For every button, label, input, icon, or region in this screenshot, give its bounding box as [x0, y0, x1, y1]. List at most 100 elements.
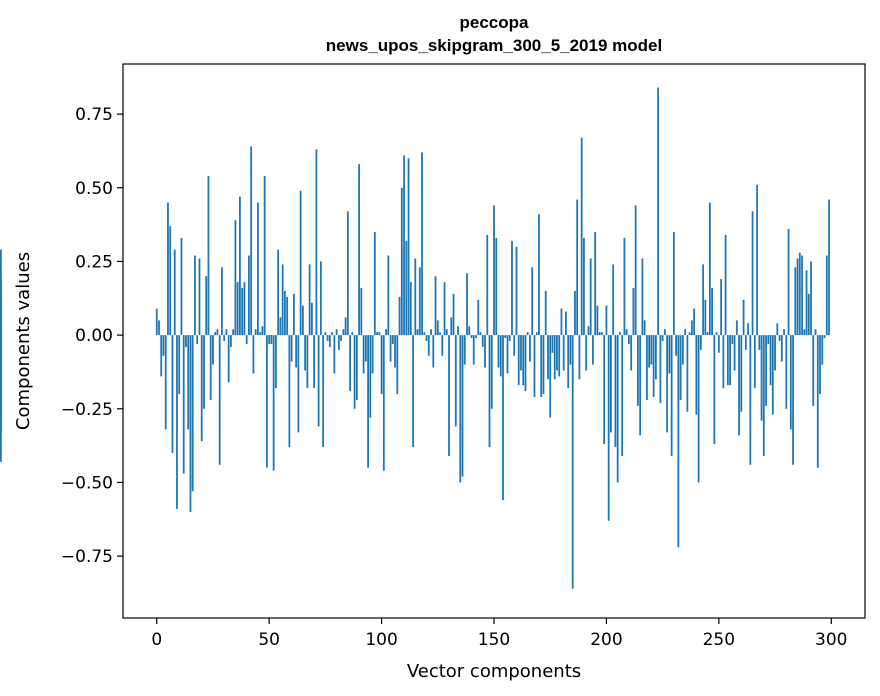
- bar-179: [558, 335, 561, 377]
- bar-287: [801, 255, 803, 336]
- bar-269: [760, 335, 763, 421]
- bar-33: [230, 335, 232, 347]
- bar-221: [652, 335, 655, 397]
- bars-group: [0, 87, 830, 589]
- bar-15: [189, 335, 192, 512]
- bar-68: [308, 264, 311, 336]
- bar-299: [828, 199, 830, 336]
- bar-136: [461, 335, 464, 477]
- bar-168: [533, 335, 536, 397]
- bar-163: [522, 335, 525, 386]
- bar-52: [272, 335, 275, 471]
- bar-187: [576, 199, 579, 336]
- bar-229: [670, 335, 673, 456]
- bar-222: [654, 335, 657, 380]
- bar-46: [259, 332, 262, 336]
- bar-91: [360, 287, 363, 336]
- bar-21: [203, 335, 205, 409]
- bar-202: [610, 335, 612, 433]
- bar-112: [407, 158, 410, 336]
- bar-206: [619, 332, 621, 336]
- y-axis: −0.75 −0.50 −0.25 0.00 0.25 0.50 0.75: [61, 105, 123, 567]
- bar-153: [499, 335, 502, 377]
- bar-172: [542, 335, 545, 395]
- y-tick-label: 0.50: [75, 179, 113, 199]
- bar-45: [257, 202, 259, 336]
- bar-60: [290, 335, 293, 362]
- bar-170: [538, 214, 540, 336]
- bar-138: [466, 273, 468, 336]
- bar-268: [758, 335, 761, 350]
- bar-298: [825, 255, 828, 336]
- bar-247: [711, 287, 713, 336]
- bar-142: [475, 335, 477, 339]
- bar-4: [164, 335, 167, 430]
- bar-141: [472, 335, 475, 365]
- x-tick-label: 0: [151, 630, 162, 650]
- chart-subtitle: news_upos_skipgram_300_5_2019 model: [326, 36, 662, 55]
- bar-74: [322, 335, 325, 448]
- bar-210: [628, 335, 630, 344]
- bar-47: [261, 326, 264, 336]
- bar-16: [191, 335, 194, 492]
- bar-271: [765, 335, 767, 406]
- bar-281: [787, 229, 790, 336]
- bar-296: [821, 335, 824, 365]
- bar-193: [589, 258, 592, 336]
- bar-216: [641, 258, 644, 336]
- bar-undefined: [0, 317, 2, 336]
- bar-134: [457, 326, 459, 336]
- bar-18: [196, 335, 199, 344]
- bar-undefined: [0, 249, 2, 336]
- bar-81: [337, 335, 340, 350]
- bar-161: [517, 335, 520, 386]
- bar-76: [326, 335, 329, 341]
- bar-118: [421, 152, 423, 336]
- bar-255: [729, 335, 731, 386]
- bar-263: [747, 323, 749, 336]
- chart-title: peccopa: [460, 13, 530, 32]
- bar-85: [346, 211, 349, 336]
- bar-103: [387, 255, 390, 336]
- bar-243: [702, 264, 705, 336]
- x-tick-label: 100: [365, 630, 397, 650]
- bar-237: [688, 332, 691, 336]
- x-tick-label: 150: [478, 630, 510, 650]
- bar-272: [767, 335, 770, 344]
- bar-6: [169, 226, 172, 336]
- bar-167: [531, 267, 534, 336]
- bar-92: [362, 335, 365, 374]
- bar-139: [468, 326, 471, 336]
- bar-238: [690, 320, 693, 336]
- bar-8: [173, 249, 176, 336]
- bar-196: [596, 305, 599, 336]
- bar-154: [502, 335, 504, 501]
- bar-124: [434, 276, 437, 336]
- bar-65: [301, 305, 304, 336]
- bar-278: [780, 335, 783, 362]
- bar-173: [544, 290, 547, 336]
- bar-2: [160, 335, 163, 377]
- bar-41: [248, 255, 250, 336]
- bar-288: [803, 329, 806, 336]
- bar-291: [810, 261, 812, 336]
- bar-284: [794, 267, 797, 336]
- bar-180: [560, 308, 563, 336]
- bar-122: [430, 329, 432, 336]
- bar-78: [331, 332, 334, 336]
- bar-159: [513, 335, 516, 356]
- bar-73: [319, 261, 322, 336]
- bar-191: [585, 335, 588, 371]
- bar-75: [324, 332, 327, 336]
- bar-1: [158, 320, 160, 336]
- y-tick-label: 0.75: [75, 105, 113, 125]
- bar-62: [295, 335, 298, 368]
- bar-137: [463, 335, 466, 365]
- bar-260: [740, 335, 743, 412]
- bar-140: [470, 335, 473, 339]
- bar-152: [497, 335, 500, 368]
- bar-99: [378, 332, 381, 336]
- bar-162: [520, 335, 522, 371]
- bar-87: [351, 332, 354, 336]
